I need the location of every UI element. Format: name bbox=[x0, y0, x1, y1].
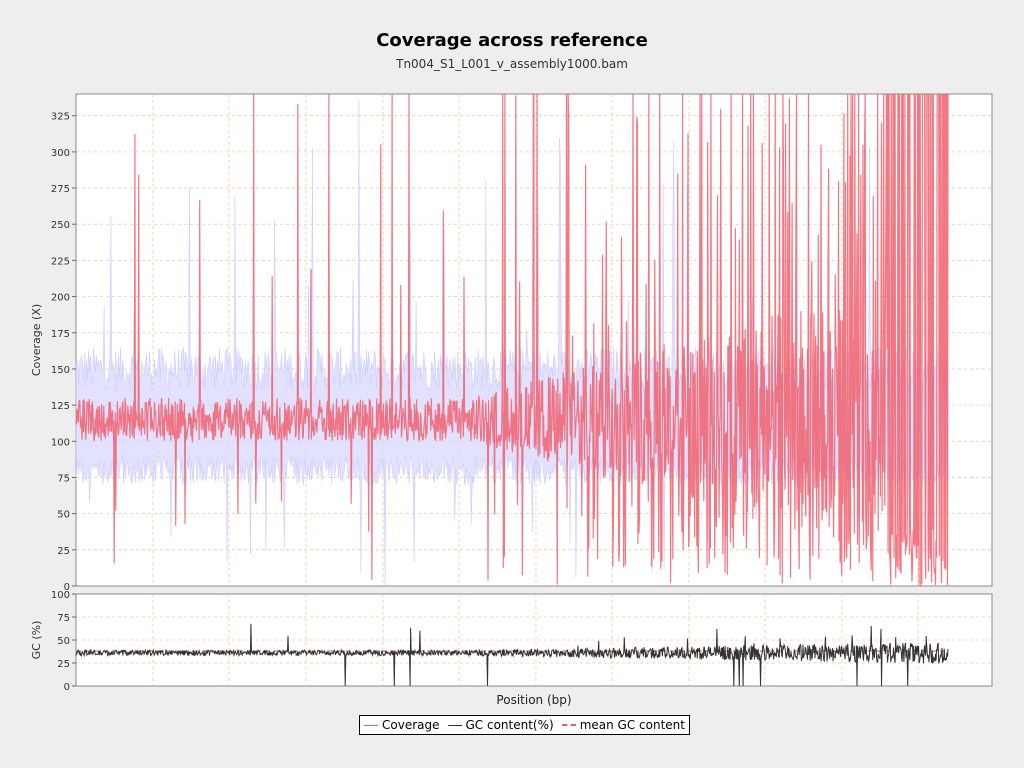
coverage-tick-label: 325 bbox=[51, 112, 70, 123]
coverage-tick-label: 300 bbox=[51, 148, 70, 159]
legend-item-coverage: Coverage bbox=[364, 718, 440, 732]
gc-content-line bbox=[75, 623, 949, 687]
gc-tick-label: 50 bbox=[57, 636, 70, 647]
coverage-tick-label: 200 bbox=[51, 293, 70, 304]
coverage-panel: 0 25 50 75 100 125 150 175 200 225 250 275 300 325 Co… bbox=[30, 93, 993, 593]
legend-label-coverage: Coverage bbox=[382, 718, 440, 732]
coverage-tick-label: 50 bbox=[57, 510, 70, 521]
coverage-tick-label: 0 bbox=[64, 582, 70, 593]
gc-series bbox=[75, 623, 949, 687]
chart-subtitle: Tn004_S1_L001_v_assembly1000.bam bbox=[396, 57, 628, 71]
coverage-tick-label: 100 bbox=[51, 437, 70, 448]
coverage-line bbox=[76, 94, 949, 586]
coverage-series bbox=[76, 94, 949, 586]
legend-label-mean-gc: mean GC content bbox=[579, 718, 685, 732]
coverage-tick-label: 275 bbox=[51, 184, 70, 195]
legend-swatch-mean-gc bbox=[561, 724, 576, 726]
x-axis-label: Position (bp) bbox=[496, 693, 571, 707]
chart-legend: Coverage GC content(%) mean GC content bbox=[359, 715, 690, 735]
gc-grid bbox=[76, 594, 992, 686]
coverage-tick-label: 225 bbox=[51, 256, 70, 267]
chart-title: Coverage across reference bbox=[376, 30, 648, 51]
legend-item-mean-gc: mean GC content bbox=[561, 718, 685, 732]
coverage-tick-label: 175 bbox=[51, 329, 70, 340]
coverage-tick-label: 150 bbox=[51, 365, 70, 376]
coverage-tick-label: 25 bbox=[57, 546, 70, 557]
gc-tick-label: 0 bbox=[64, 682, 70, 693]
gc-y-axis-label: GC (%) bbox=[30, 621, 43, 660]
gc-tick-label: 25 bbox=[57, 659, 70, 670]
legend-label-gc: GC content(%) bbox=[465, 718, 554, 732]
legend-item-gc: GC content(%) bbox=[447, 718, 554, 732]
coverage-tick-label: 125 bbox=[51, 401, 70, 412]
coverage-tick-label: 75 bbox=[57, 473, 70, 484]
gc-tick-label: 100 bbox=[51, 590, 70, 601]
legend-swatch-gc bbox=[447, 724, 462, 726]
coverage-tick-label: 250 bbox=[51, 220, 70, 231]
gc-y-ticks: 0 25 50 75 100 bbox=[51, 590, 76, 693]
legend-swatch-coverage bbox=[364, 724, 378, 726]
coverage-y-ticks: 0 25 50 75 100 125 150 175 200 225 250 275 300 325 bbox=[51, 112, 76, 593]
coverage-y-axis-label: Coverage (X) bbox=[30, 304, 43, 376]
gc-panel: 0 25 50 75 100 GC (%) bbox=[30, 590, 993, 693]
gc-tick-label: 75 bbox=[57, 613, 70, 624]
